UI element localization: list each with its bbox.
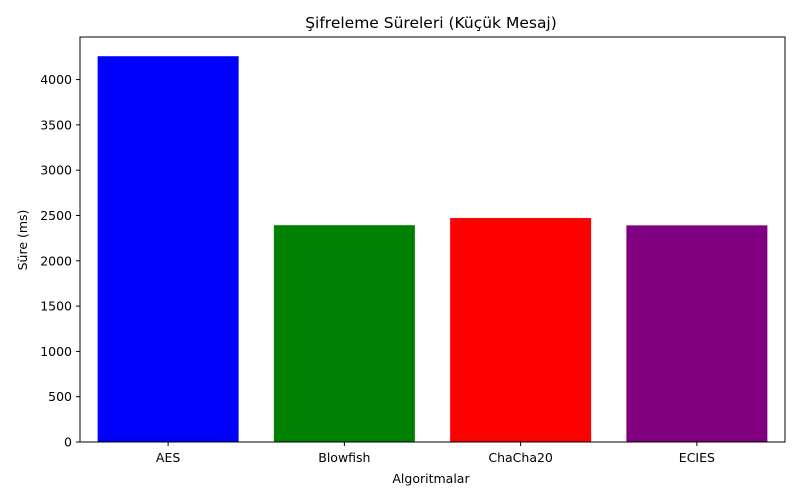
y-tick-label: 2500: [40, 208, 72, 223]
y-tick-label: 0: [64, 435, 72, 450]
x-tick-label: Blowfish: [318, 450, 370, 465]
y-tick-label: 3000: [40, 163, 72, 178]
x-axis-label: Algoritmalar: [392, 471, 470, 486]
x-axis-ticks: AES Blowfish ChaCha20 ECIES: [156, 442, 715, 465]
bar-aes: [97, 56, 239, 442]
x-tick-label: AES: [156, 450, 180, 465]
bar-ecies: [626, 225, 768, 442]
plot-frame: [79, 36, 786, 443]
y-tick-label: 2000: [40, 253, 72, 268]
bar-blowfish: [273, 225, 415, 442]
y-tick-label: 4000: [40, 72, 72, 87]
chart-title: Şifreleme Süreleri (Küçük Mesaj): [305, 14, 557, 32]
y-tick-label: 3500: [40, 117, 72, 132]
y-axis-ticks: 0 500 1000 1500 2000 2500 3000 3500 4000: [40, 72, 80, 450]
y-axis-label: Süre (ms): [15, 210, 30, 271]
y-tick-label: 1500: [40, 299, 72, 314]
x-tick-label: ECIES: [679, 450, 715, 465]
x-tick-label: ChaCha20: [488, 450, 553, 465]
bars-group: [97, 56, 768, 442]
y-tick-label: 1000: [40, 344, 72, 359]
bar-chacha20: [450, 218, 592, 442]
y-tick-label: 500: [48, 389, 72, 404]
